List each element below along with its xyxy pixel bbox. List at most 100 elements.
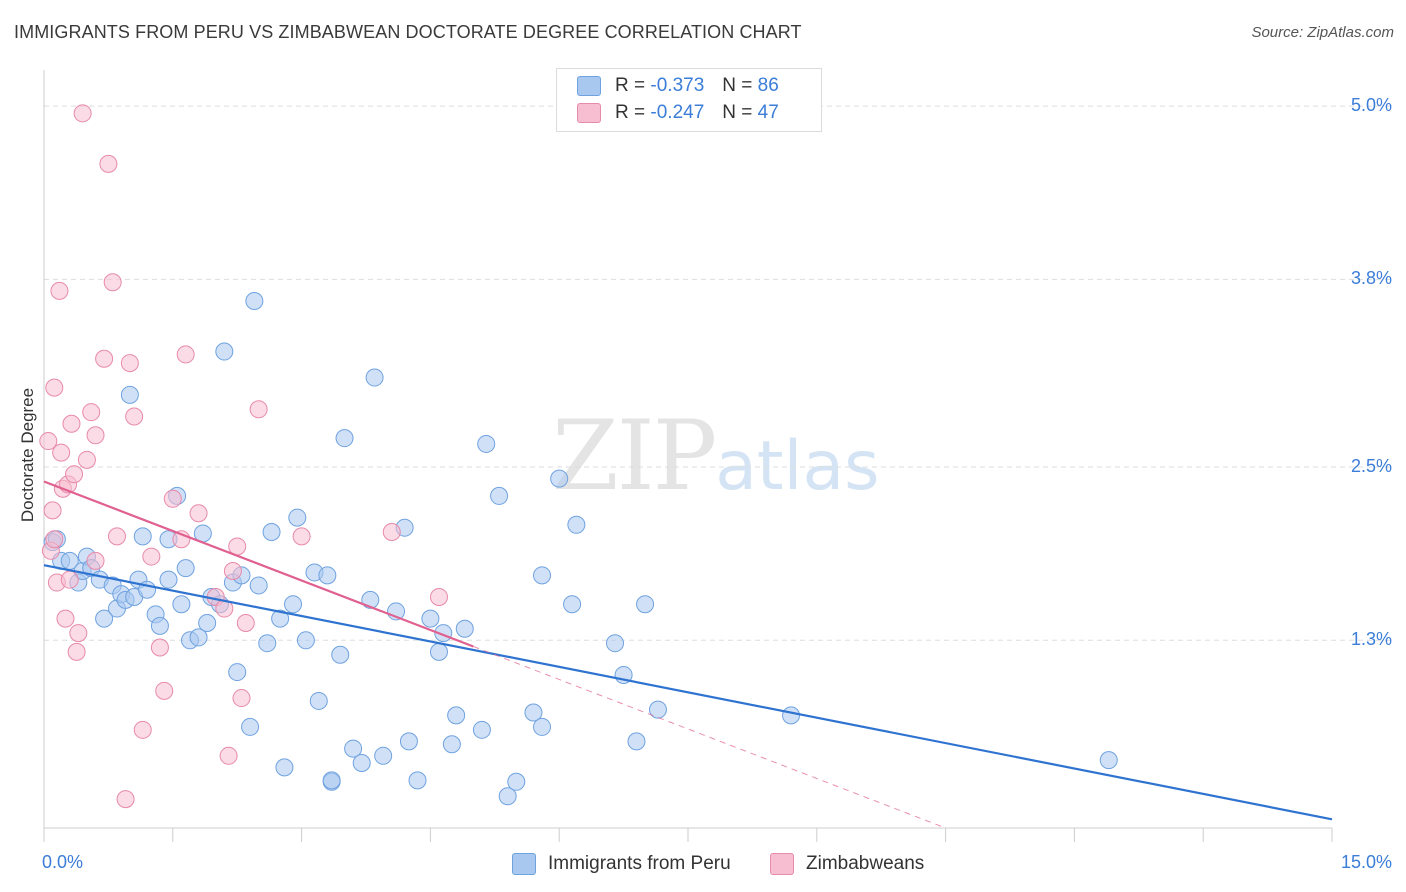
legend-r-label: R =	[615, 75, 646, 96]
data-point	[399, 732, 418, 751]
chart-title: IMMIGRANTS FROM PERU VS ZIMBABWEAN DOCTO…	[14, 22, 802, 42]
watermark: ZIPatlas	[552, 400, 880, 512]
data-point	[73, 104, 92, 123]
data-point	[159, 570, 178, 589]
data-point	[382, 523, 401, 542]
legend-label-zimbabwe: Zimbabweans	[806, 853, 925, 874]
data-point	[176, 559, 195, 578]
data-point	[567, 515, 586, 534]
data-point	[309, 691, 328, 710]
source-label: Source: ZipAtlas.com	[1251, 24, 1394, 41]
y-tick-label: 3.8%	[1350, 268, 1392, 289]
data-point	[249, 400, 268, 419]
data-point	[67, 642, 86, 661]
data-point	[95, 609, 114, 628]
legend-r-value-peru: -0.373	[650, 75, 705, 96]
data-point	[39, 432, 58, 451]
data-point	[198, 613, 217, 632]
data-point	[236, 613, 255, 632]
data-point	[52, 443, 71, 462]
data-point	[288, 508, 307, 527]
data-point	[249, 576, 268, 595]
data-point	[150, 616, 169, 635]
data-point	[524, 703, 543, 722]
legend-r-label: R =	[615, 102, 646, 123]
y-tick-label: 5.0%	[1350, 95, 1392, 116]
data-point	[133, 720, 152, 739]
data-point	[155, 681, 174, 700]
series-peru-points	[43, 292, 1118, 806]
legend-item-zimbabwe: Zimbabweans	[770, 852, 924, 876]
data-point	[284, 595, 303, 614]
data-point	[120, 354, 139, 373]
data-point	[107, 527, 126, 546]
legend-row-zimbabwe: R = -0.247 N = 47	[577, 100, 779, 126]
data-point	[429, 587, 448, 606]
data-point	[95, 349, 114, 368]
data-point	[318, 566, 337, 585]
data-point	[189, 504, 208, 523]
data-point	[219, 746, 238, 765]
data-point	[99, 154, 118, 173]
legend-swatch-zimbabwe	[770, 853, 794, 875]
watermark-atlas: atlas	[715, 427, 880, 506]
data-point	[241, 717, 260, 736]
data-point	[150, 638, 169, 657]
data-point	[477, 434, 496, 453]
watermark-zip: ZIP	[552, 400, 717, 512]
data-point	[490, 486, 509, 505]
data-point	[56, 609, 75, 628]
data-point	[245, 292, 264, 311]
data-point	[322, 771, 341, 790]
data-point	[498, 787, 517, 806]
data-point	[142, 547, 161, 566]
legend-swatch-peru	[577, 76, 601, 96]
x-tick-label-max: 15.0%	[1340, 852, 1392, 872]
data-point	[455, 619, 474, 638]
data-point	[77, 450, 96, 469]
y-axis-label: Doctorate Degree	[18, 387, 37, 523]
legend-swatch-peru	[512, 853, 536, 875]
data-point	[429, 642, 448, 661]
data-point	[69, 624, 88, 643]
data-point	[447, 706, 466, 725]
y-tick-label: 2.5%	[1350, 456, 1392, 477]
data-point	[133, 527, 152, 546]
data-point	[335, 429, 354, 448]
data-point	[408, 771, 427, 790]
data-point	[374, 746, 393, 765]
legend-n-label: N =	[722, 75, 753, 96]
legend-item-peru: Immigrants from Peru	[512, 852, 731, 876]
series-zimbabwe-points	[39, 104, 448, 809]
data-point	[82, 403, 101, 422]
legend-n-value-zimbabwe: 47	[757, 102, 779, 123]
trend-line-extension	[473, 646, 946, 829]
legend-n-label: N =	[722, 102, 753, 123]
data-point	[507, 772, 526, 791]
data-point	[331, 645, 350, 664]
stats-legend: R = -0.373 N = 86 R = -0.247 N = 47	[556, 68, 822, 132]
legend-swatch-zimbabwe	[577, 103, 601, 123]
trend-lines	[43, 480, 1333, 829]
data-point	[60, 570, 79, 589]
data-point	[189, 628, 208, 647]
data-point	[45, 378, 64, 397]
data-point	[1099, 751, 1118, 770]
data-point	[563, 595, 582, 614]
data-point	[258, 634, 277, 653]
data-point	[103, 273, 122, 292]
data-point	[163, 489, 182, 508]
data-point	[43, 501, 62, 520]
axes	[43, 70, 1333, 842]
y-tick-label: 1.3%	[1350, 629, 1392, 650]
data-point	[275, 758, 294, 777]
data-point	[116, 790, 135, 809]
data-point	[86, 426, 105, 445]
data-point	[176, 345, 195, 364]
data-point	[648, 700, 667, 719]
data-point	[296, 631, 315, 650]
legend-r-value-zimbabwe: -0.247	[650, 102, 705, 123]
legend-n-value-peru: 86	[757, 75, 779, 96]
data-point	[45, 530, 64, 549]
